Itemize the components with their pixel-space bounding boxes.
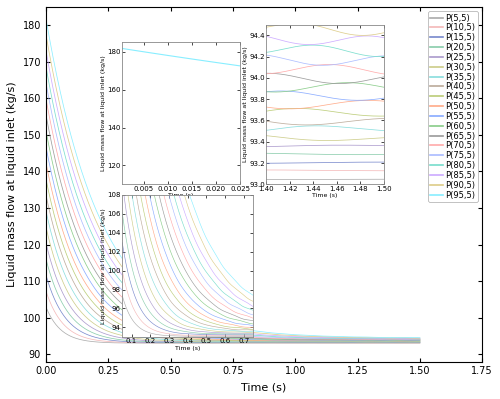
Legend: P(5,5), P(10,5), P(15,5), P(20,5), P(25,5), P(30,5), P(35,5), P(40,5), P(45,5), : P(5,5), P(10,5), P(15,5), P(20,5), P(25,… [428, 11, 478, 202]
Y-axis label: Liquid mass flow at liquid inlet (kg/s): Liquid mass flow at liquid inlet (kg/s) [7, 81, 17, 287]
X-axis label: Time (s): Time (s) [242, 382, 286, 392]
